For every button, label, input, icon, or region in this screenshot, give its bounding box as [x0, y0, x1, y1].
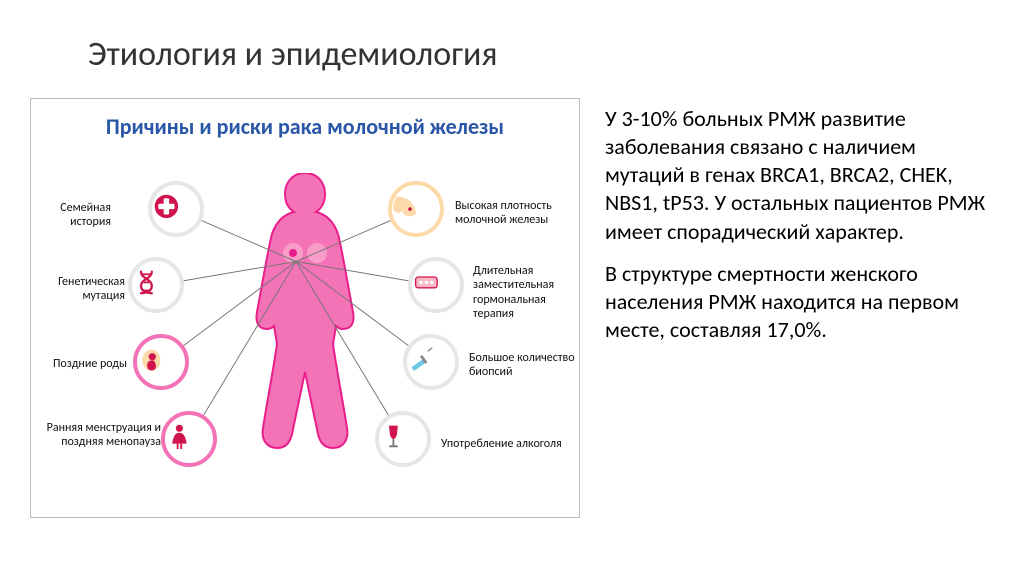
late-icon — [137, 345, 185, 379]
hrt-icon — [412, 268, 460, 302]
alcohol-icon — [379, 422, 427, 456]
risk-label-alcohol: Употребление алкоголя — [441, 437, 573, 451]
risk-label-biopsy: Большое количество биопсий — [469, 351, 575, 380]
risk-node-late — [133, 334, 189, 390]
family-icon — [152, 192, 200, 226]
risk-label-density: Высокая плотность молочной железы — [455, 199, 573, 228]
density-icon — [392, 192, 440, 226]
female-silhouette-icon — [245, 173, 365, 493]
risk-node-alcohol — [375, 411, 431, 467]
diagram-title: Причины и риски рака молочной железы — [31, 113, 579, 140]
mens-icon — [165, 422, 213, 456]
risk-label-hrt: Длительная заместительная гормональная т… — [473, 264, 573, 322]
risk-node-mens — [161, 411, 217, 467]
risk-diagram: Причины и риски рака молочной железы Сем… — [30, 98, 580, 518]
body-para-2: В структуре смертности женского населени… — [605, 260, 1000, 344]
genetic-icon — [132, 268, 180, 302]
body-para-1: У 3-10% больных РМЖ развитие заболевания… — [605, 105, 1000, 246]
risk-node-family — [148, 181, 204, 237]
risk-label-late: Поздние роды — [43, 357, 127, 371]
risk-label-mens: Ранняя менструация и поздняя менопауза — [43, 421, 161, 450]
risk-label-family: Семейная история — [49, 201, 111, 230]
biopsy-icon — [407, 345, 455, 379]
risk-label-genetic: Генетическая мутация — [43, 275, 125, 304]
risk-node-hrt — [408, 257, 464, 313]
risk-node-biopsy — [403, 334, 459, 390]
body-text: У 3-10% больных РМЖ развитие заболевания… — [605, 105, 1000, 358]
risk-node-genetic — [128, 257, 184, 313]
page-title: Этиология и эпидемиология — [88, 34, 497, 75]
risk-node-density — [388, 181, 444, 237]
